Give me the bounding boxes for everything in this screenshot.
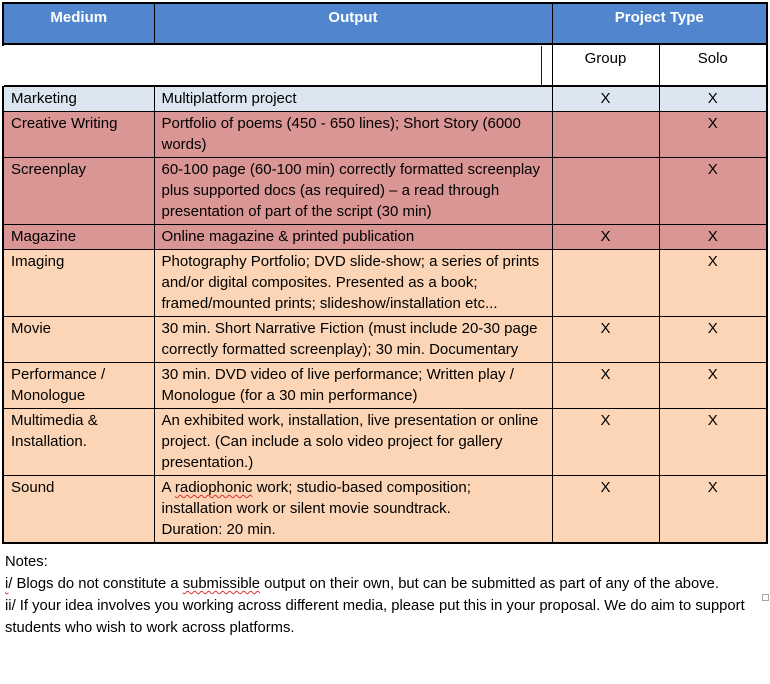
- note-i-text: / Blogs do not constitute a submissible …: [8, 576, 719, 592]
- row-solo-mark: X: [658, 408, 768, 476]
- notes-section: Notes: i/ Blogs do not constitute a subm…: [2, 551, 768, 639]
- row-output-cell: A radiophonic work; studio-based composi…: [153, 475, 553, 544]
- row-output-cell: 30 min. DVD video of live performance; W…: [153, 362, 553, 409]
- table-resize-handle[interactable]: [762, 594, 769, 601]
- row-group-mark: X: [551, 224, 660, 250]
- subheader-divider-line: [541, 46, 542, 86]
- col-subheader-solo: Solo: [658, 43, 768, 87]
- row-medium-cell: Magazine: [2, 224, 155, 250]
- row-solo-mark: X: [658, 224, 768, 250]
- row-output-cell: 30 min. Short Narrative Fiction (must in…: [153, 316, 553, 363]
- row-group-mark: X: [551, 362, 660, 409]
- row-group-mark: X: [551, 316, 660, 363]
- table-row: Creative Writing Portfolio of poems (450 …: [2, 111, 768, 158]
- row-group-mark: X: [551, 475, 660, 544]
- row-output-cell: An exhibited work, installation, live pr…: [153, 408, 553, 476]
- table-row: Multimedia & Installation. An exhibited w…: [2, 408, 768, 476]
- row-medium-cell: Marketing: [2, 85, 155, 112]
- medium-output-table: Medium Output Project Type Group Solo Ma…: [2, 2, 769, 544]
- row-group-mark: [551, 249, 660, 317]
- table-row: Magazine Online magazine & printed public…: [2, 224, 768, 250]
- row-medium-cell: Creative Writing: [2, 111, 155, 158]
- row-group-mark: [551, 111, 660, 158]
- row-solo-mark: X: [658, 316, 768, 363]
- row-medium-cell: Screenplay: [2, 157, 155, 225]
- table-row: Screenplay 60-100 page (60-100 min) corre…: [2, 157, 768, 225]
- header-row: Medium Output Project Type: [2, 2, 768, 45]
- col-header-project-type: Project Type: [551, 2, 768, 45]
- row-medium-cell: Performance / Monologue: [2, 362, 155, 409]
- row-medium-cell: Movie: [2, 316, 155, 363]
- col-header-output: Output: [153, 2, 553, 45]
- table-row: Imaging Photography Portfolio; DVD slide-…: [2, 249, 768, 317]
- border-gap: [0, 46, 4, 86]
- table-row: Performance / Monologue 30 min. DVD video…: [2, 362, 768, 409]
- row-solo-mark: X: [658, 475, 768, 544]
- row-solo-mark: X: [658, 157, 768, 225]
- notes-title: Notes:: [5, 554, 48, 570]
- row-output-cell: 60-100 page (60-100 min) correctly forma…: [153, 157, 553, 225]
- subheader-empty-cell: [3, 43, 553, 87]
- col-subheader-group: Group: [551, 43, 660, 87]
- row-output-cell: Multiplatform project: [153, 85, 553, 112]
- row-output-cell: Online magazine & printed publication: [153, 224, 553, 250]
- note-line-i: i/ Blogs do not constitute a submissible…: [5, 573, 768, 595]
- table-body: Marketing Multiplatform project X X Creative…: [2, 85, 768, 544]
- note-line-ii: ii/ If your idea involves you working ac…: [5, 598, 745, 636]
- table-row: Sound A radiophonic work; studio-based co…: [2, 475, 768, 544]
- row-solo-mark: X: [658, 362, 768, 409]
- table-row: Movie 30 min. Short Narrative Fiction (mu…: [2, 316, 768, 363]
- row-solo-mark: X: [658, 111, 768, 158]
- subheader-row: Group Solo: [3, 43, 768, 87]
- row-group-mark: X: [551, 85, 660, 112]
- col-header-medium: Medium: [2, 2, 155, 45]
- row-solo-mark: X: [658, 249, 768, 317]
- row-medium-cell: Sound: [2, 475, 155, 544]
- row-medium-cell: Imaging: [2, 249, 155, 317]
- table-row: Marketing Multiplatform project X X: [2, 85, 768, 112]
- row-group-mark: X: [551, 408, 660, 476]
- row-group-mark: [551, 157, 660, 225]
- row-output-cell: Portfolio of poems (450 - 650 lines); Sh…: [153, 111, 553, 158]
- row-medium-cell: Multimedia & Installation.: [2, 408, 155, 476]
- row-output-cell: Photography Portfolio; DVD slide-show; a…: [153, 249, 553, 317]
- row-solo-mark: X: [658, 85, 768, 112]
- note-i-lead: i: [5, 576, 9, 592]
